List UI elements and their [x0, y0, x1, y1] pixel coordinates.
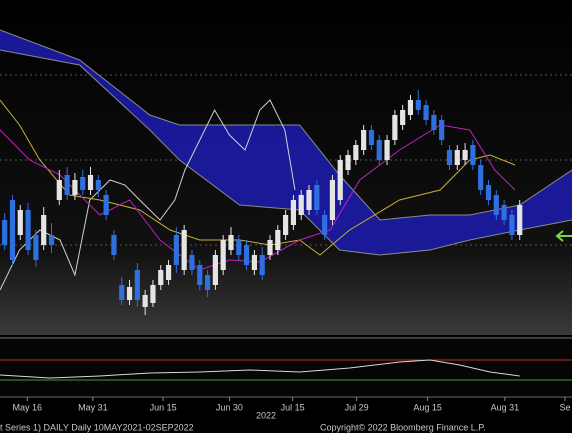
candle-body — [345, 155, 351, 170]
candle-body — [439, 120, 445, 140]
candle-body — [181, 230, 187, 270]
candle-body — [400, 110, 406, 125]
candle-body — [41, 215, 47, 245]
candle-body — [485, 185, 492, 200]
indicator-line — [0, 99, 516, 256]
candle-body — [384, 140, 390, 160]
candle-body — [150, 285, 156, 303]
candle-body — [25, 210, 31, 250]
x-tick-label: Jul 29 — [345, 402, 369, 412]
candle-body — [501, 205, 507, 220]
candle-body — [368, 130, 375, 145]
candle-body — [56, 180, 62, 200]
candle-body — [189, 255, 195, 270]
x-tick-label: Aug 31 — [491, 402, 520, 412]
indicator-line — [0, 99, 296, 291]
candle-body — [517, 205, 523, 235]
candle-body — [353, 145, 359, 160]
cloud — [0, 30, 572, 255]
candle-body — [454, 150, 460, 165]
candle-body — [126, 287, 133, 300]
candle-body — [2, 220, 8, 245]
indicator-background — [0, 336, 572, 398]
candle-body — [306, 190, 312, 210]
x-tick-label: Jun 30 — [216, 402, 243, 412]
candle-body — [298, 195, 304, 215]
candle-body — [119, 285, 125, 300]
candle-body — [290, 200, 297, 225]
candle-body — [493, 195, 499, 215]
candle-body — [173, 235, 179, 265]
candle-body — [462, 150, 468, 160]
candle-body — [376, 140, 382, 160]
x-tick-label: Jul 15 — [281, 402, 305, 412]
candle-body — [407, 100, 414, 115]
candle-body — [87, 175, 94, 190]
candle-body — [259, 255, 265, 275]
candle-body — [275, 230, 281, 250]
x-tick-label: May 16 — [13, 402, 43, 412]
candle-body — [509, 215, 515, 235]
candle-body — [48, 235, 55, 245]
x-tick-label: May 31 — [78, 402, 108, 412]
candle-body — [103, 195, 109, 215]
candle-body — [134, 270, 140, 300]
candle-body — [236, 240, 242, 255]
candle-body — [165, 265, 172, 280]
candle-body — [322, 215, 328, 235]
price-arrow — [555, 230, 572, 242]
candle-body — [392, 115, 398, 140]
candle-body — [329, 180, 336, 220]
candle-body — [212, 255, 218, 285]
x-tick-label: Aug 15 — [413, 402, 442, 412]
candle-body — [243, 245, 250, 265]
candle-body — [9, 200, 16, 260]
candle-body — [64, 175, 70, 195]
x-tick-label: Se — [559, 402, 570, 412]
candle-body — [423, 105, 429, 120]
candle-body — [314, 185, 320, 210]
candle-body — [470, 145, 476, 165]
candle-body — [204, 275, 211, 290]
candle-body — [337, 160, 343, 200]
candle-body — [415, 100, 421, 110]
candle-body — [95, 180, 101, 190]
x-axis-label: 2022 — [256, 410, 276, 420]
cloud-upper — [0, 29, 572, 221]
candle-body — [361, 130, 367, 150]
candle-body — [33, 235, 39, 260]
x-tick-label: Jun 15 — [150, 402, 177, 412]
candle-body — [111, 235, 117, 255]
candle-body — [251, 255, 257, 270]
candle-body — [158, 270, 164, 285]
candle-body — [446, 150, 453, 165]
candle-body — [283, 215, 289, 235]
arrow-head — [555, 230, 564, 242]
candle-body — [267, 240, 273, 255]
candle-body — [72, 180, 78, 195]
candle-body — [142, 295, 148, 307]
candle-body — [220, 240, 226, 270]
footer-right: Copyright© 2022 Bloomberg Finance L.P. — [320, 422, 486, 432]
oscillator-line — [0, 359, 520, 379]
candle-body — [478, 165, 484, 190]
plot — [0, 29, 572, 315]
candle-body — [228, 235, 234, 250]
candle-body — [431, 115, 437, 130]
candle-body — [80, 177, 86, 190]
candle-body — [17, 210, 23, 235]
cloud-lower — [0, 49, 572, 256]
footer-left: t Series 1) DAILY Daily 10MAY2021-02SEP2… — [0, 422, 194, 432]
candle-body — [197, 265, 203, 285]
